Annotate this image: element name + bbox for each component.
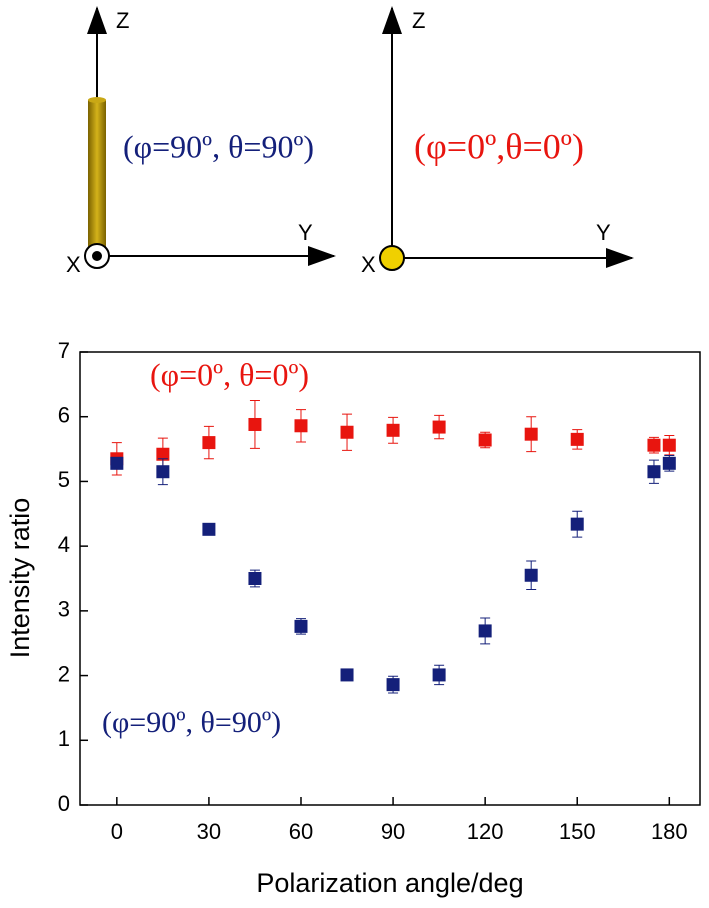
rod bbox=[88, 100, 106, 252]
marker bbox=[156, 465, 170, 479]
marker bbox=[386, 423, 400, 437]
y-label: Y bbox=[298, 220, 313, 245]
marker bbox=[248, 572, 262, 585]
x-tick-label: 120 bbox=[467, 819, 504, 844]
x-label: X bbox=[66, 252, 81, 277]
x-tick-label: 30 bbox=[197, 819, 221, 844]
left-diagram: Z Y X (φ=90º, θ=90º) bbox=[66, 6, 336, 277]
x-tick-label: 150 bbox=[559, 819, 596, 844]
marker bbox=[202, 522, 216, 536]
plot-frame bbox=[79, 351, 701, 806]
y-tick-label: 6 bbox=[58, 403, 70, 428]
y-tick-label: 0 bbox=[58, 791, 70, 816]
marker bbox=[340, 425, 354, 439]
right-diagram: Z Y X (φ=0º,θ=0º) bbox=[361, 6, 634, 277]
annotation: (φ=0º, θ=0º) bbox=[150, 356, 309, 392]
x-axis-title: Polarization angle/deg bbox=[256, 868, 523, 898]
marker bbox=[294, 619, 308, 633]
marker bbox=[647, 465, 661, 479]
marker bbox=[524, 568, 538, 582]
x-tick-label: 180 bbox=[651, 819, 688, 844]
marker bbox=[478, 624, 492, 638]
x-tick-label: 60 bbox=[289, 819, 313, 844]
chart: Polarization angle/deg Intensity ratio (… bbox=[5, 351, 701, 898]
x-tick-label: 90 bbox=[381, 819, 405, 844]
marker bbox=[524, 427, 538, 441]
marker bbox=[248, 417, 262, 431]
y-tick-label: 5 bbox=[58, 467, 70, 492]
y-tick-label: 4 bbox=[58, 532, 70, 557]
rod-top bbox=[88, 97, 106, 103]
particle bbox=[379, 245, 405, 271]
marker bbox=[202, 436, 216, 450]
marker bbox=[570, 432, 584, 446]
marker bbox=[110, 456, 124, 470]
y-label: Y bbox=[596, 220, 611, 245]
orientation-label: (φ=0º,θ=0º) bbox=[414, 126, 584, 166]
marker bbox=[386, 678, 400, 692]
marker bbox=[647, 438, 661, 452]
marker bbox=[662, 456, 676, 470]
marker bbox=[662, 438, 676, 452]
marker bbox=[432, 420, 446, 434]
orientation-label: (φ=90º, θ=90º) bbox=[123, 128, 314, 164]
y-tick-label: 7 bbox=[58, 338, 70, 363]
y-tick-label: 1 bbox=[58, 726, 70, 751]
y-tick-label: 2 bbox=[58, 661, 70, 686]
origin-dot bbox=[92, 251, 102, 261]
y-tick-label: 3 bbox=[58, 597, 70, 622]
marker bbox=[294, 419, 308, 433]
x-label: X bbox=[361, 252, 376, 277]
z-label: Z bbox=[116, 8, 129, 33]
marker bbox=[570, 517, 584, 531]
marker bbox=[478, 433, 492, 447]
annotation: (φ=90º, θ=90º) bbox=[102, 706, 281, 739]
marker bbox=[156, 447, 170, 461]
z-label: Z bbox=[412, 8, 425, 33]
y-axis-title: Intensity ratio bbox=[5, 498, 35, 659]
marker bbox=[340, 668, 354, 682]
x-tick-label: 0 bbox=[111, 819, 123, 844]
marker bbox=[432, 668, 446, 682]
